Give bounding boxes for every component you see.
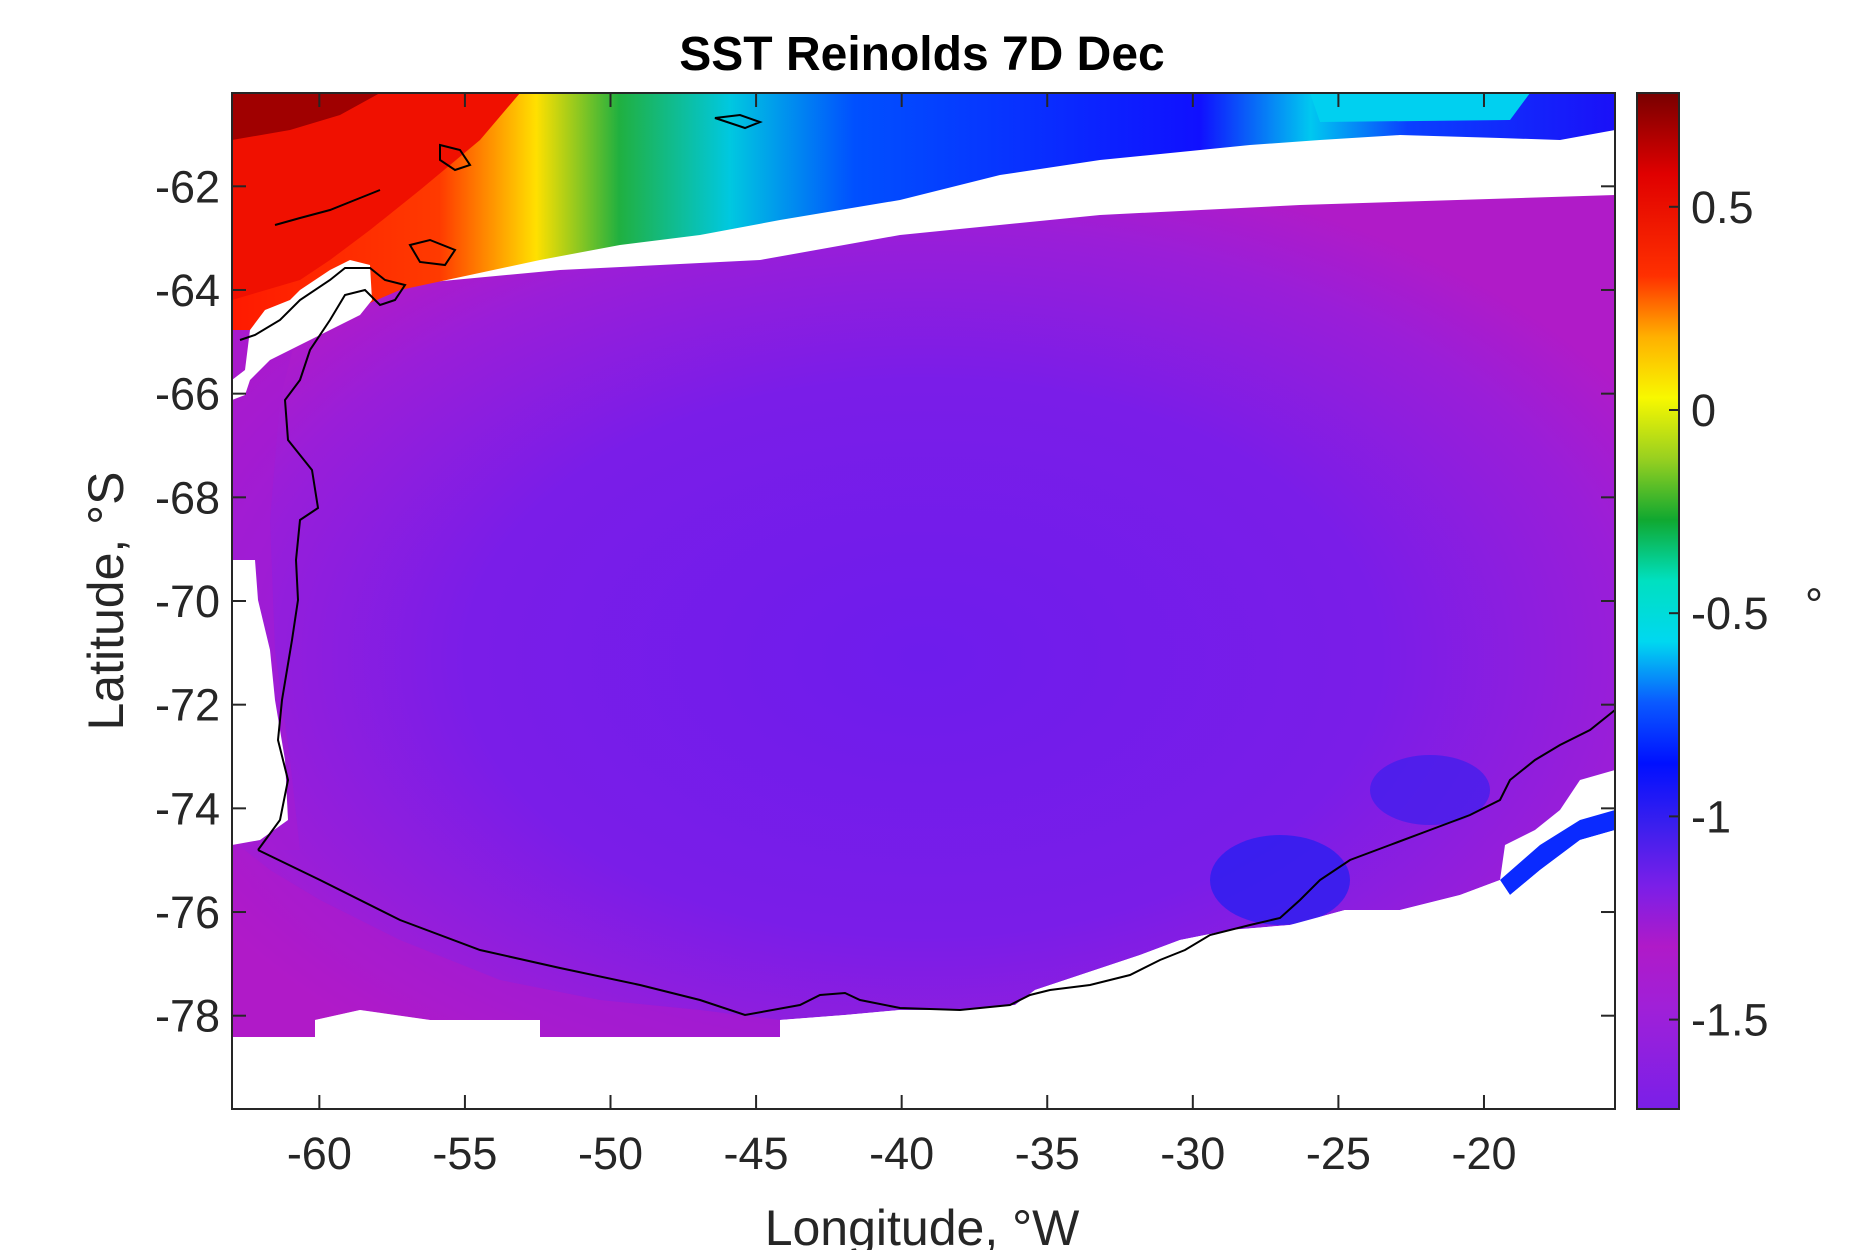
y-axis: -62 -64 -66 -68 -70 -72 -74 -76 -78 xyxy=(155,161,1615,1042)
colorbar-tick-label: 0 xyxy=(1691,385,1716,436)
coastline-islands xyxy=(274,113,763,267)
y-tick-label: -72 xyxy=(155,680,220,731)
y-tick-label: -76 xyxy=(155,887,220,938)
sea-field-interior xyxy=(232,195,1615,1037)
y-tick-label: -70 xyxy=(155,576,220,627)
colorbar-tick-label: -1 xyxy=(1691,791,1731,842)
land-west-peninsula xyxy=(232,260,372,400)
sea-field-hot-corner xyxy=(232,93,380,140)
x-tick-label: -45 xyxy=(724,1128,789,1179)
y-tick-label: -66 xyxy=(155,369,220,420)
x-tick-label: -20 xyxy=(1451,1128,1516,1179)
y-tick-label: -78 xyxy=(155,991,220,1042)
colorbar-unit-label: ° xyxy=(1805,579,1823,630)
land-west-coast-gaps xyxy=(232,560,288,845)
y-tick-label: -62 xyxy=(155,161,220,212)
x-axis: -60 -55 -50 -45 -40 -35 -30 -25 -20 xyxy=(287,93,1517,1179)
sea-field-blue-edge-east xyxy=(1500,810,1615,895)
coastline xyxy=(239,267,1615,1017)
sea-field-blue-patch-1 xyxy=(1210,835,1350,925)
sea-field-north-band xyxy=(232,93,1615,330)
plot-area xyxy=(232,93,1615,1109)
land-south-strip xyxy=(232,1037,1615,1109)
y-tick-label: -74 xyxy=(155,783,220,834)
x-tick-label: -40 xyxy=(869,1128,934,1179)
x-axis-label: Longitude, °W xyxy=(765,1200,1080,1250)
sea-field-cyan-patch xyxy=(1310,93,1530,122)
x-tick-label: -50 xyxy=(578,1128,643,1179)
x-tick-label: -25 xyxy=(1306,1128,1371,1179)
x-tick-label: -60 xyxy=(287,1128,352,1179)
colorbar-ticks: 0.5 0 -0.5 -1 -1.5 xyxy=(1669,182,1769,1046)
sea-field-warm-corner xyxy=(232,93,520,300)
sea-field-margin xyxy=(232,840,780,1037)
y-tick-label: -68 xyxy=(155,472,220,523)
colorbar-gradient xyxy=(1636,92,1680,1110)
colorbar-tick-label: -0.5 xyxy=(1691,588,1769,639)
x-tick-label: -35 xyxy=(1015,1128,1080,1179)
x-tick-label: -55 xyxy=(432,1128,497,1179)
colorbar-tick-label: 0.5 xyxy=(1691,182,1754,233)
y-axis-label: Latitude, °S xyxy=(78,471,134,730)
x-tick-label: -30 xyxy=(1160,1128,1225,1179)
colorbar-tick-label: -1.5 xyxy=(1691,995,1769,1046)
y-tick-label: -64 xyxy=(155,265,220,316)
chart-title: SST Reinolds 7D Dec xyxy=(679,28,1164,81)
sea-field-blue-patch-2 xyxy=(1370,755,1490,825)
